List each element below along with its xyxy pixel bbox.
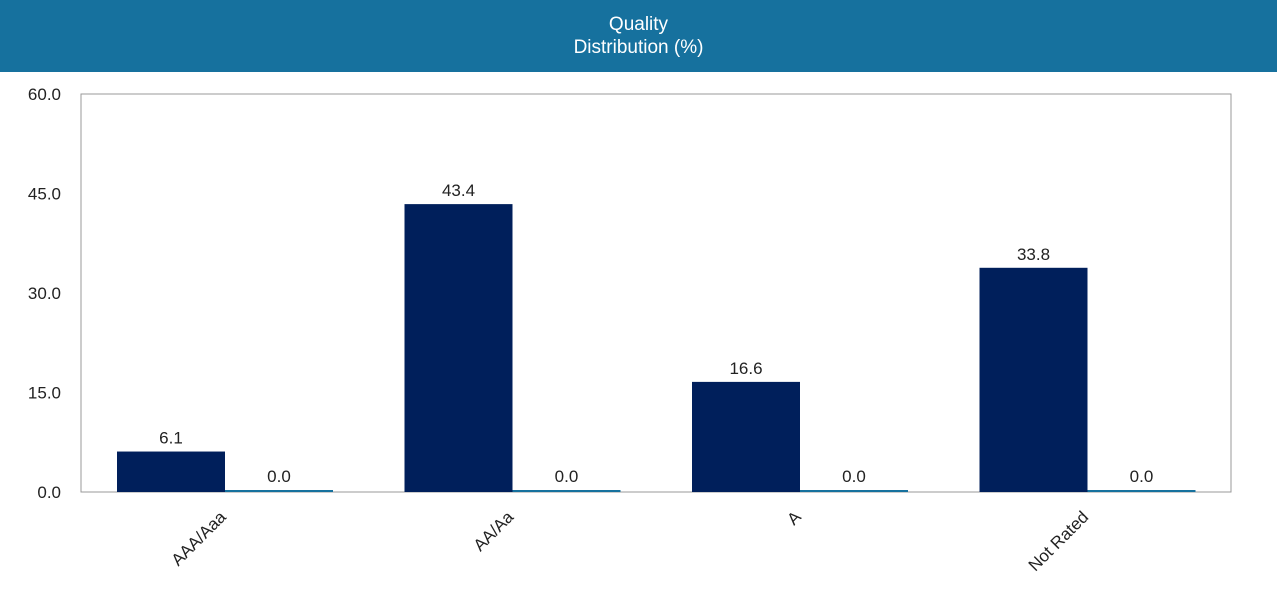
- category-label: A: [783, 507, 805, 529]
- data-labels: 6.1 0.0 43.4 0.0 16.6 0.0 33.8 0.0: [159, 181, 1153, 486]
- bar: [512, 490, 621, 492]
- data-label: 0.0: [555, 467, 579, 486]
- y-tick-label: 60.0: [28, 85, 61, 104]
- bar: [225, 490, 333, 492]
- data-label: 0.0: [267, 467, 291, 486]
- bar: [404, 204, 513, 492]
- data-label: 0.0: [842, 467, 866, 486]
- category-labels: AAA/Aaa AA/Aa A Not Rated: [168, 507, 1093, 575]
- chart-header: Quality Distribution (%): [0, 0, 1277, 72]
- category-label: AAA/Aaa: [168, 507, 231, 570]
- plot-frame: [80, 93, 1232, 493]
- bar: [692, 381, 800, 492]
- data-label: 16.6: [729, 359, 762, 378]
- y-tick-label: 15.0: [28, 384, 61, 403]
- category-label: Not Rated: [1025, 507, 1093, 575]
- data-label: 6.1: [159, 429, 183, 448]
- data-label: 43.4: [442, 181, 475, 200]
- category-label: AA/Aa: [470, 507, 518, 555]
- bar: [800, 490, 908, 492]
- bar: [979, 267, 1088, 492]
- y-tick-label: 45.0: [28, 185, 61, 204]
- chart-title-line2: Distribution (%): [573, 37, 704, 58]
- y-tick-label: 30.0: [28, 284, 61, 303]
- data-label: 0.0: [1130, 467, 1154, 486]
- bar-chart: 0.0 15.0 30.0 45.0 60.0 6.1 0.0 43.4 0.0 16.6 0.0…: [28, 85, 1232, 575]
- y-axis-ticks: 0.0 15.0 30.0 45.0 60.0: [28, 85, 61, 502]
- y-tick-label: 0.0: [37, 483, 61, 502]
- bars: [117, 204, 1196, 492]
- data-label: 33.8: [1017, 245, 1050, 264]
- bar: [1087, 490, 1196, 492]
- chart-title-line1: Quality: [608, 14, 669, 35]
- bar: [117, 451, 225, 492]
